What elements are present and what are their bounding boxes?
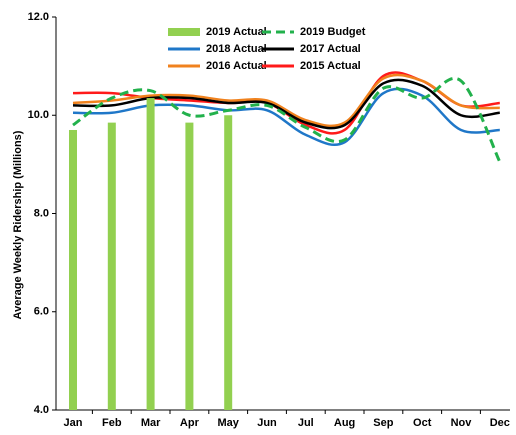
bar [107, 122, 116, 411]
legend-label: 2017 Actual [300, 43, 361, 55]
x-tick-label: May [217, 417, 239, 429]
y-axis-label: Average Weekly Ridership (Millions) [12, 130, 24, 319]
bar [69, 129, 77, 411]
legend-label: 2016 Actual [206, 60, 267, 72]
x-tick-label: Sep [373, 417, 393, 429]
x-tick-label: Jul [298, 417, 314, 429]
legend-label: 2019 Budget [300, 26, 366, 38]
y-tick-label: 12.0 [28, 11, 49, 23]
legend-label: 2015 Actual [300, 60, 361, 72]
x-tick-label: Jun [257, 417, 277, 429]
x-tick-label: Feb [102, 417, 122, 429]
bar [224, 115, 233, 410]
line [72, 76, 502, 163]
legend-label: 2019 Actual [206, 26, 267, 38]
y-tick-label: 8.0 [34, 207, 49, 219]
legend-swatch [168, 28, 200, 36]
bar [185, 122, 194, 411]
legend-label: 2018 Actual [206, 43, 267, 55]
y-tick-label: 6.0 [34, 306, 49, 318]
x-tick-label: Nov [451, 417, 473, 429]
x-tick-label: Mar [141, 417, 161, 429]
x-tick-label: Oct [413, 417, 432, 429]
x-tick-label: Dec [490, 417, 510, 429]
x-tick-label: Aug [334, 417, 355, 429]
x-tick-label: Apr [180, 417, 200, 429]
y-tick-label: 4.0 [34, 404, 49, 416]
line [72, 73, 500, 128]
y-tick-label: 10.0 [28, 109, 49, 121]
x-tick-label: Jan [64, 417, 83, 429]
bar [146, 98, 155, 411]
line [72, 71, 500, 135]
